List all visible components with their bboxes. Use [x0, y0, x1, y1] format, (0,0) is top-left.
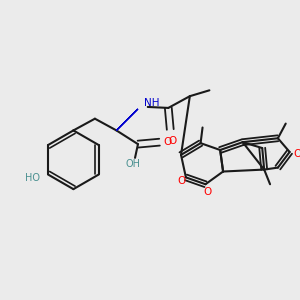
Text: NH: NH	[144, 98, 159, 108]
Text: O: O	[203, 187, 211, 197]
Text: HO: HO	[25, 173, 40, 183]
Text: O: O	[178, 176, 186, 186]
Polygon shape	[116, 109, 138, 130]
Text: O: O	[163, 137, 171, 147]
Text: O: O	[168, 136, 176, 146]
Text: OH: OH	[126, 159, 141, 169]
Text: O: O	[293, 149, 300, 159]
